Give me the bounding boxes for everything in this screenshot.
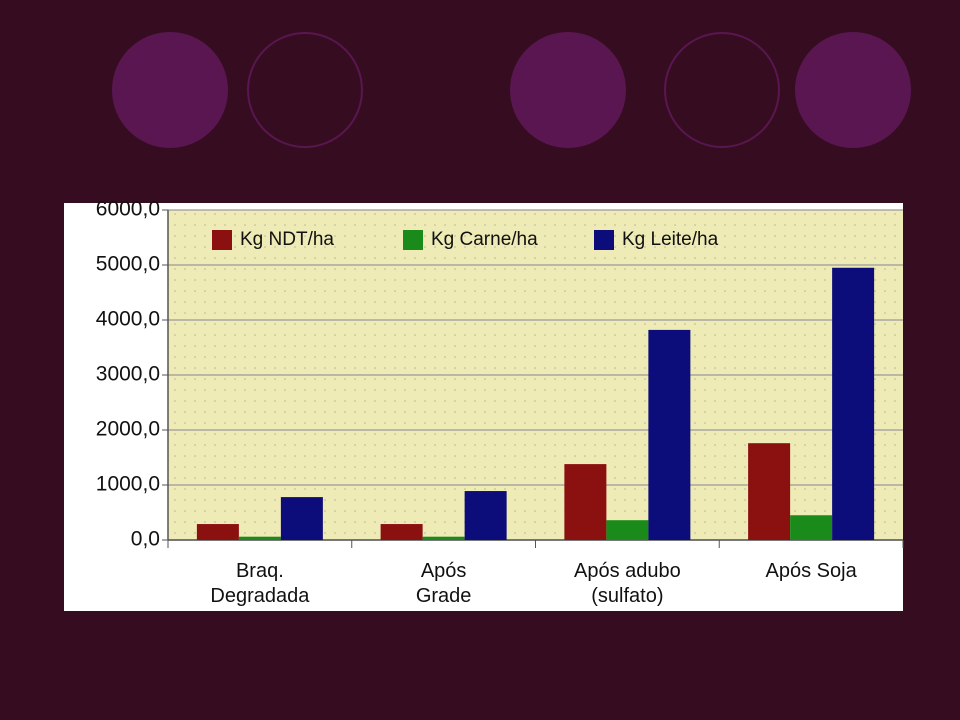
bar — [196, 524, 239, 540]
legend-swatch — [212, 230, 232, 250]
bar — [832, 267, 875, 540]
x-tick-label: Braq. Degradada — [210, 560, 310, 607]
legend-swatch — [403, 230, 423, 250]
bar — [422, 536, 465, 540]
y-tick-label: 3000,0 — [96, 363, 160, 386]
bar — [648, 329, 691, 540]
bar — [606, 520, 649, 540]
decor-circle — [664, 32, 780, 148]
y-tick-label: 1000,0 — [96, 473, 160, 496]
bar — [280, 497, 323, 540]
legend-swatch — [594, 230, 614, 250]
decor-circle — [247, 32, 363, 148]
legend-label: Kg Leite/ha — [622, 229, 719, 250]
x-tick-label: Após Grade — [416, 560, 472, 607]
bar — [564, 464, 607, 540]
bar — [464, 491, 507, 540]
legend-label: Kg Carne/ha — [431, 229, 538, 250]
chart: 0,0 1000,0 2000,0 3000,0 4000,0 5000,0 6000,0 B… — [96, 198, 904, 607]
y-tick-label: 5000,0 — [96, 253, 160, 276]
bar — [380, 524, 423, 540]
x-tick-label: Após Soja — [766, 560, 858, 582]
decor-circle — [510, 32, 626, 148]
y-tick-label: 6000,0 — [96, 198, 160, 221]
bar — [748, 443, 791, 540]
x-tick-label: Após adubo (sulfato) — [574, 560, 681, 607]
bar — [238, 536, 281, 540]
y-tick-label: 2000,0 — [96, 418, 160, 441]
bar — [790, 515, 833, 540]
decor-circle — [112, 32, 228, 148]
y-tick-label: 4000,0 — [96, 308, 160, 331]
legend-label: Kg NDT/ha — [240, 229, 334, 250]
decor-circle — [795, 32, 911, 148]
y-tick-label: 0,0 — [131, 528, 160, 551]
